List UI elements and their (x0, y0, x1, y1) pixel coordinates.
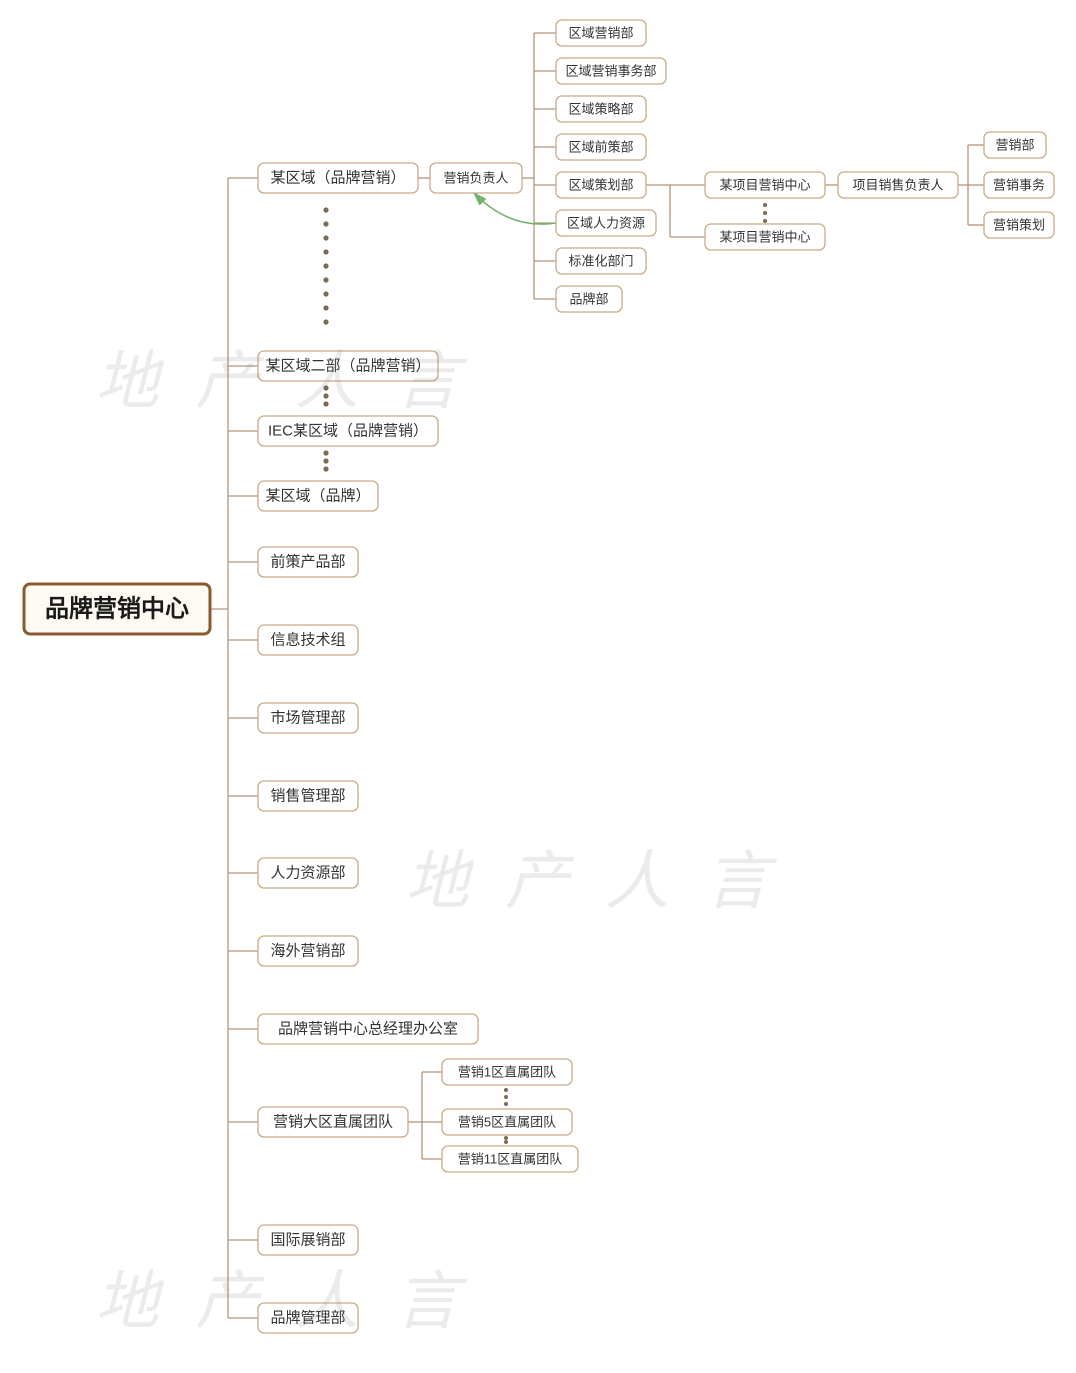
node-label-n12: 营销大区直属团队 (273, 1114, 393, 1131)
node-label-n5: 前策产品部 (270, 554, 345, 571)
ellipsis-dot (323, 235, 328, 240)
node-label-g6: 区域人力资源 (567, 216, 645, 231)
node-label-n13: 国际展销部 (270, 1232, 345, 1249)
ellipsis-dot (323, 277, 328, 282)
ellipsis-dot (323, 393, 328, 398)
node-label-p2: 某项目营销中心 (719, 230, 810, 245)
ellipsis-dot (323, 385, 328, 390)
node-label-t2: 营销5区直属团队 (458, 1115, 556, 1130)
node-label-g8: 品牌部 (569, 292, 608, 307)
ellipsis-dot (323, 458, 328, 463)
org-chart: 品牌营销中心 某区域（品牌营销） 某区域二部（品牌营销） IEC某区域（品牌营销） 某区… (0, 0, 1076, 1373)
ellipsis-dot (504, 1136, 508, 1140)
node-label-g5: 区域策划部 (568, 178, 633, 193)
node-label-p1: 某项目营销中心 (719, 178, 810, 193)
node-label-g3: 区域策略部 (568, 102, 633, 117)
ellipsis-dot (504, 1102, 508, 1106)
ellipsis-dot (323, 305, 328, 310)
ellipsis-dot (504, 1140, 508, 1144)
node-label-t1: 营销1区直属团队 (458, 1065, 556, 1080)
node-label-n7: 市场管理部 (270, 710, 345, 727)
ellipsis-dot (323, 207, 328, 212)
node-label-pc3: 营销策划 (993, 218, 1045, 233)
ellipsis-dot (323, 291, 328, 296)
node-label-n2: 某区域二部（品牌营销） (265, 358, 430, 375)
ellipsis-dot (323, 249, 328, 254)
node-label-root: 品牌营销中心 (45, 595, 189, 623)
node-label-n14: 品牌管理部 (270, 1310, 345, 1327)
node-label-n1: 某区域（品牌营销） (270, 170, 405, 187)
node-label-n11: 品牌营销中心总经理办公室 (278, 1021, 458, 1038)
ellipsis-dot (323, 263, 328, 268)
ellipsis-dot (323, 221, 328, 226)
ellipsis-dot (763, 211, 767, 215)
node-label-g7: 标准化部门 (568, 254, 633, 269)
ellipsis-dot (504, 1095, 508, 1099)
node-label-pc1: 营销部 (995, 138, 1034, 153)
node-label-n4: 某区域（品牌） (265, 488, 370, 505)
ellipsis-dot (504, 1088, 508, 1092)
ellipsis-dot (763, 203, 767, 207)
ellipsis-dot (323, 319, 328, 324)
node-label-pc: 项目销售负责人 (852, 178, 943, 193)
node-label-pc2: 营销事务 (993, 178, 1045, 193)
node-label-g2: 区域营销事务部 (565, 64, 656, 79)
ellipsis-dot (323, 401, 328, 406)
node-label-t3: 营销11区直属团队 (458, 1152, 563, 1167)
feedback-arrow (474, 193, 556, 224)
node-label-n8: 销售管理部 (270, 788, 345, 805)
node-label-g4: 区域前策部 (568, 140, 633, 155)
node-label-n1c: 营销负责人 (443, 171, 508, 186)
node-label-n6: 信息技术组 (270, 632, 345, 649)
ellipsis-dot (323, 450, 328, 455)
ellipsis-dot (763, 219, 767, 223)
node-label-n9: 人力资源部 (270, 865, 345, 882)
ellipsis-dot (323, 466, 328, 471)
node-label-g1: 区域营销部 (568, 26, 633, 41)
node-label-n10: 海外营销部 (270, 943, 345, 960)
node-label-n3: IEC某区域（品牌营销） (268, 423, 428, 440)
